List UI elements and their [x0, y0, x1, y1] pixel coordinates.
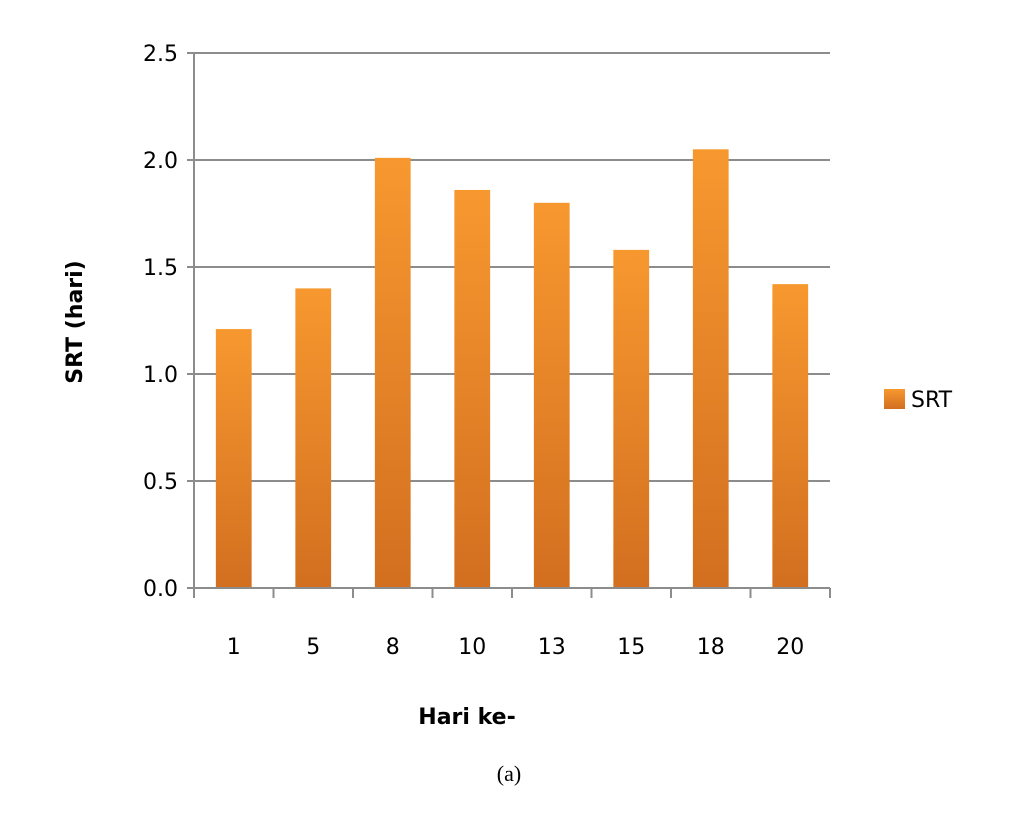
x-tick-label: 5 [306, 635, 320, 660]
legend-swatch-srt [884, 389, 905, 409]
x-tick-labels: 1 5 8 10 13 15 18 20 [227, 635, 805, 660]
bars [215, 149, 809, 589]
y-tick-label: 0.5 [143, 470, 178, 495]
x-tick-label: 8 [386, 635, 400, 660]
y-tick-labels: 0.0 0.5 1.0 1.5 2.0 2.5 [143, 42, 178, 602]
bar-day-15 [613, 249, 650, 588]
bar-day-20 [772, 284, 809, 588]
bar-day-13 [533, 202, 570, 589]
bar-day-1 [215, 329, 252, 588]
x-tick-label: 10 [458, 635, 486, 660]
x-tick-label: 13 [538, 635, 566, 660]
x-tick-label: 18 [697, 635, 725, 660]
legend: SRT [884, 388, 953, 413]
x-tick-label: 20 [776, 635, 804, 660]
y-tick-label: 0.0 [143, 577, 178, 602]
figure-caption: (a) [497, 761, 521, 786]
y-tick-label: 2.5 [143, 42, 178, 67]
y-tick-label: 1.5 [143, 256, 178, 281]
bar-day-18 [692, 149, 729, 589]
bar-day-5 [295, 288, 332, 588]
x-tick-label: 15 [617, 635, 645, 660]
x-axis-title: Hari ke- [418, 705, 515, 730]
gridlines [194, 52, 830, 482]
bar-day-8 [374, 157, 411, 589]
y-tick-label: 2.0 [143, 149, 178, 174]
x-tick-label: 1 [227, 635, 241, 660]
axes [187, 52, 831, 598]
legend-label-srt: SRT [911, 388, 953, 413]
bar-day-10 [454, 189, 491, 588]
y-tick-label: 1.0 [143, 363, 178, 388]
y-axis-title: SRT (hari) [63, 260, 88, 383]
